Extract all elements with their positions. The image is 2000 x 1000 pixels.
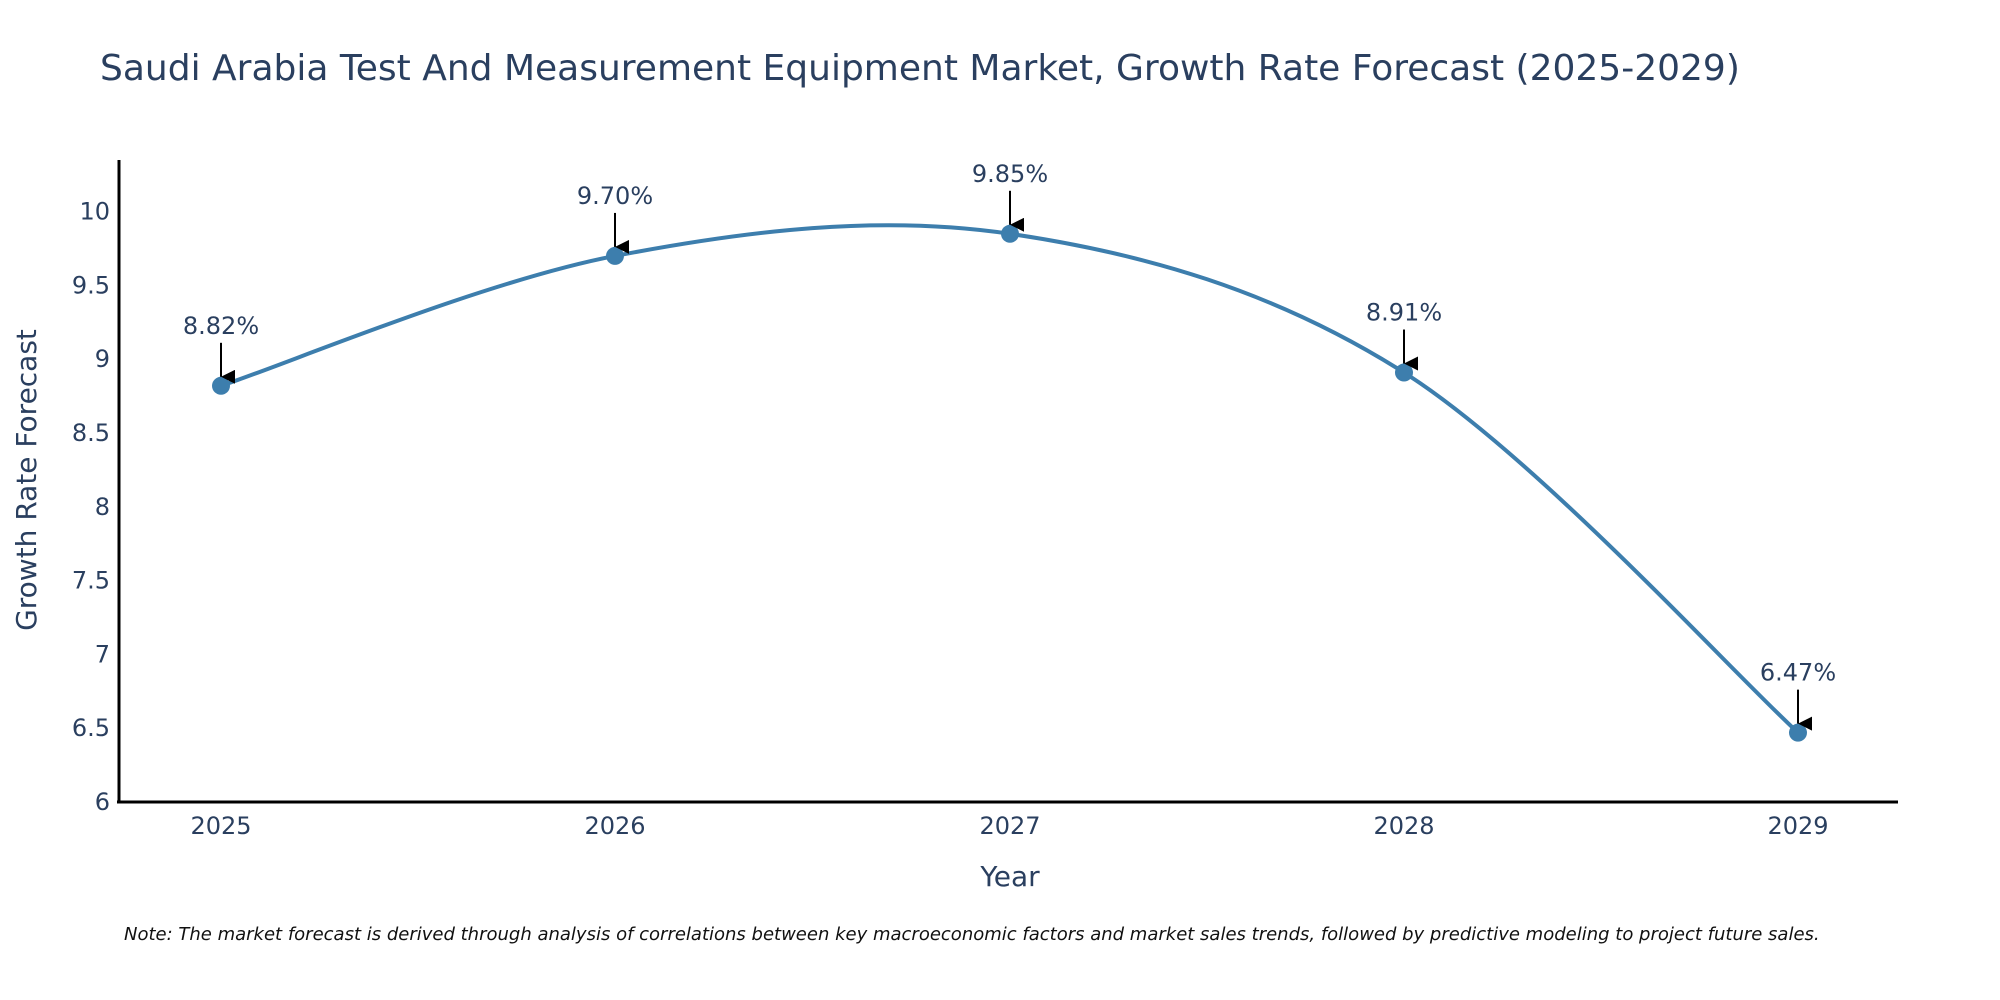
x-tick-label: 2029 — [1767, 812, 1828, 840]
y-tick-label: 7 — [95, 640, 110, 668]
y-tick-label: 8.5 — [72, 419, 110, 447]
data-label: 8.91% — [1366, 299, 1442, 327]
data-label: 8.82% — [183, 312, 259, 340]
y-tick-labels: 6 6.5 7 7.5 8 8.5 9 9.5 10 — [72, 198, 110, 816]
data-label: 9.85% — [972, 160, 1048, 188]
y-tick-label: 10 — [79, 198, 110, 226]
data-label: 6.47% — [1760, 659, 1836, 687]
data-point — [606, 246, 624, 265]
data-point — [212, 376, 230, 395]
data-point — [1789, 723, 1807, 742]
x-tick-label: 2028 — [1373, 812, 1434, 840]
x-tick-label: 2027 — [979, 812, 1040, 840]
series-line — [220, 223, 1800, 735]
data-point — [1001, 224, 1019, 243]
y-tick-label: 7.5 — [72, 567, 110, 595]
forecast-note: Note: The market forecast is derived thr… — [124, 924, 1820, 945]
data-label-annotations: 8.82% 9.70% 9.85% 8.91% 6.47% — [183, 160, 1836, 731]
y-axis-title: Growth Rate Forecast — [10, 329, 43, 631]
x-tick-labels: 2025 2026 2027 2028 2029 — [190, 812, 1828, 840]
x-axis-title: Year — [979, 860, 1040, 893]
y-tick-label: 6 — [95, 788, 110, 816]
y-tick-label: 8 — [95, 493, 110, 521]
x-tick-label: 2025 — [190, 812, 251, 840]
axes — [117, 160, 1898, 804]
chart-title: Saudi Arabia Test And Measurement Equipm… — [100, 48, 1740, 89]
data-point — [1395, 363, 1413, 382]
y-tick-label: 9 — [95, 345, 110, 373]
y-tick-label: 9.5 — [72, 271, 110, 299]
x-tick-label: 2026 — [584, 812, 645, 840]
data-label: 9.70% — [577, 182, 653, 210]
y-tick-label: 6.5 — [72, 714, 110, 742]
